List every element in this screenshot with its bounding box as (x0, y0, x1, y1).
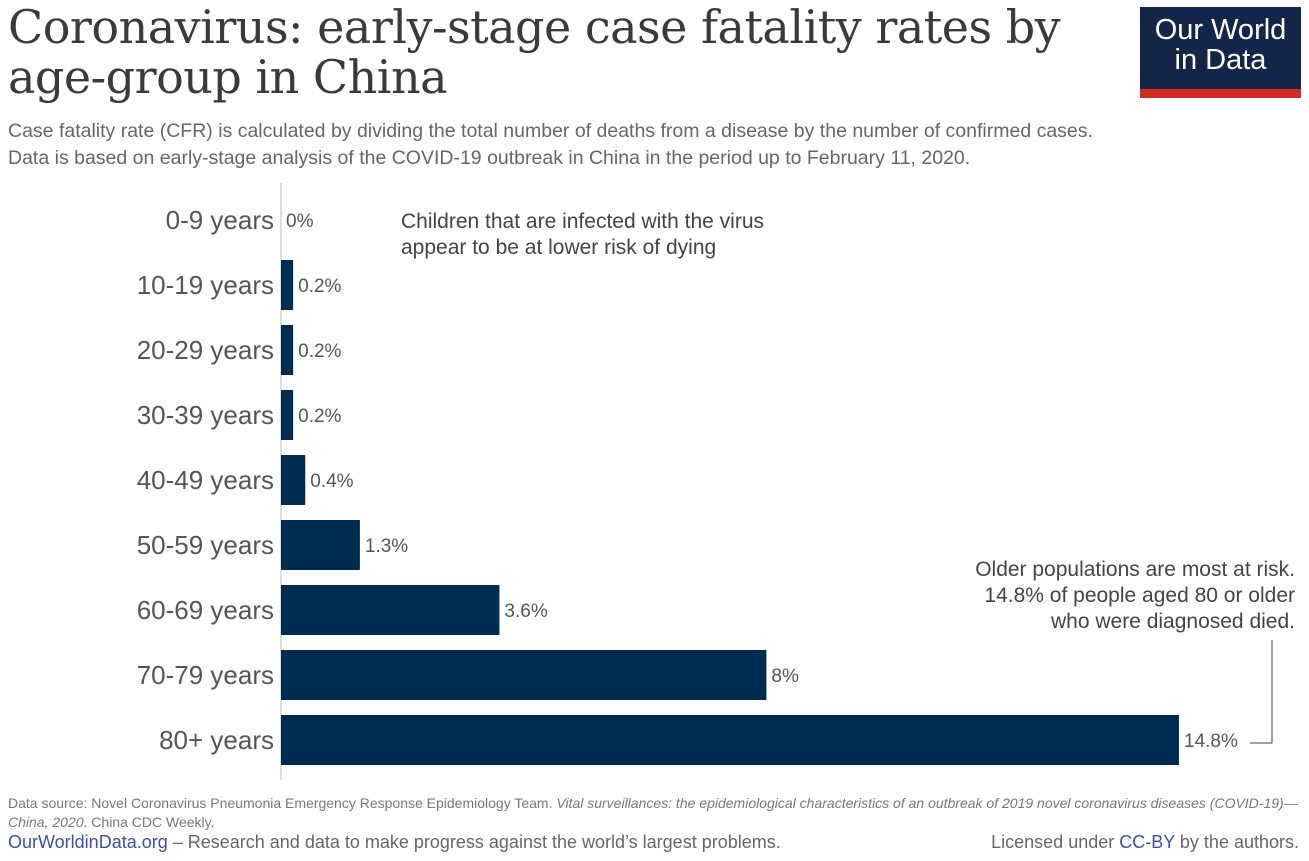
category-label: 70-79 years (137, 660, 274, 690)
annotation-children: Children that are infected with the viru… (401, 210, 764, 233)
license-link[interactable]: CC-BY (1119, 832, 1175, 852)
value-label: 1.3% (365, 536, 408, 557)
category-label: 50-59 years (137, 530, 274, 560)
annotation-older: Older populations are most at risk. (975, 558, 1295, 581)
logo-accent-bar (1140, 89, 1301, 98)
subtitle-line-1: Case fatality rate (CFR) is calculated b… (8, 120, 1093, 142)
bar (281, 260, 294, 310)
annotation-children: appear to be at lower risk of dying (401, 236, 716, 259)
source-suffix: . China CDC Weekly. (83, 814, 215, 830)
category-label: 10-19 years (137, 270, 274, 300)
bar (281, 585, 500, 635)
subtitle-line-2: Data is based on early-stage analysis of… (8, 147, 971, 169)
value-label: 0.4% (310, 471, 353, 492)
tagline-text: – Research and data to make progress aga… (167, 832, 781, 852)
bar (281, 455, 306, 505)
footer-tagline: OurWorldinData.org – Research and data t… (8, 832, 781, 853)
bar-chart: 0-9 years 0% 10-19 years 0.2% 20-29 years 0.2… (137, 183, 1295, 780)
value-label: 3.6% (504, 601, 547, 622)
license-prefix: Licensed under (991, 832, 1120, 852)
bar (281, 520, 360, 570)
license: Licensed under CC-BY by the authors. (991, 832, 1299, 853)
category-label: 40-49 years (137, 465, 274, 495)
bar (281, 715, 1179, 765)
annotation-connector (1250, 640, 1273, 744)
category-label: 0-9 years (166, 205, 274, 235)
data-source: Data source: Novel Coronavirus Pneumonia… (8, 794, 1298, 832)
site-link[interactable]: OurWorldinData.org (8, 832, 168, 852)
bar (281, 650, 767, 700)
value-label: 0% (286, 211, 314, 232)
bar (281, 325, 294, 375)
source-prefix: Data source: Novel Coronavirus Pneumonia… (8, 795, 557, 811)
category-label: 30-39 years (137, 400, 274, 430)
source-title: Vital surveillances: the epidemiological… (8, 795, 1298, 830)
bar (281, 390, 294, 440)
category-label: 20-29 years (137, 335, 274, 365)
chart-title: Coronavirus: early-stage case fatality r… (8, 0, 1061, 104)
chart-subtitle: Case fatality rate (CFR) is calculated b… (8, 118, 1093, 172)
value-label: 0.2% (298, 406, 341, 427)
category-label: 80+ years (159, 725, 274, 755)
value-label: 0.2% (298, 341, 341, 362)
logo-line-1: Our World (1154, 14, 1287, 46)
logo-line-2: in Data (1174, 44, 1267, 76)
annotation-older: 14.8% of people aged 80 or older (984, 584, 1295, 607)
license-suffix: by the authors. (1174, 832, 1299, 852)
value-label: 0.2% (298, 276, 341, 297)
annotation-older: who were diagnosed died. (1050, 610, 1295, 633)
value-label: 8% (771, 666, 799, 687)
value-label: 14.8% (1184, 731, 1238, 752)
owid-logo[interactable]: Our World in Data (1140, 7, 1301, 98)
category-label: 60-69 years (137, 595, 274, 625)
